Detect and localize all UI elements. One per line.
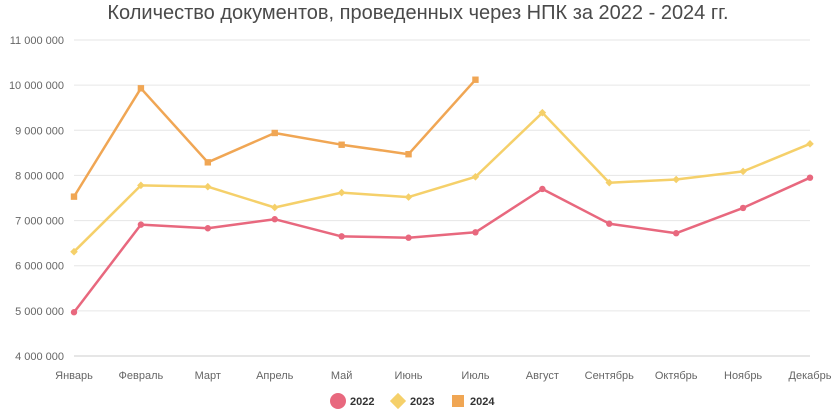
data-point[interactable] xyxy=(672,230,680,237)
x-tick-label: Ноябрь xyxy=(724,370,762,382)
data-point[interactable] xyxy=(271,216,278,223)
data-point[interactable] xyxy=(472,76,479,83)
legend-marker[interactable] xyxy=(389,392,407,410)
series-line xyxy=(72,78,477,198)
legend-item-2022[interactable]: 2022 xyxy=(330,393,374,409)
y-tick-label: 9 000 000 xyxy=(15,125,64,137)
legend-item-2024[interactable]: 2024 xyxy=(452,395,495,408)
x-tick-label: Август xyxy=(526,370,559,382)
data-point[interactable] xyxy=(137,181,145,190)
y-tick-label: 11 000 000 xyxy=(10,35,64,47)
data-point[interactable] xyxy=(806,140,814,148)
data-point[interactable] xyxy=(606,220,613,227)
data-point[interactable] xyxy=(672,175,680,184)
series-2024 xyxy=(70,76,479,200)
y-axis: 4 000 000 5 000 000 6 000 000 7 000 000 8 00… xyxy=(9,35,64,363)
y-tick-label: 10 000 000 xyxy=(9,80,64,92)
y-tick-label: 5 000 000 xyxy=(15,306,64,318)
data-point[interactable] xyxy=(539,185,546,193)
x-tick-label: Апрель xyxy=(256,370,294,382)
data-point[interactable] xyxy=(605,178,614,187)
data-point[interactable] xyxy=(271,129,278,137)
y-tick-label: 7 000 000 xyxy=(15,216,64,228)
chart-title: Количество документов, проведенных через… xyxy=(107,2,729,24)
legend-marker[interactable] xyxy=(452,395,464,407)
y-tick-label: 4 000 000 xyxy=(15,351,64,363)
data-point[interactable] xyxy=(137,221,145,228)
x-tick-label: Декабрь xyxy=(789,370,832,382)
data-point[interactable] xyxy=(70,247,78,256)
data-point[interactable] xyxy=(70,193,78,200)
legend-marker[interactable] xyxy=(330,393,346,409)
data-point[interactable] xyxy=(806,174,814,181)
data-point[interactable] xyxy=(338,233,345,240)
data-point[interactable] xyxy=(204,159,212,166)
x-tick-label: Январь xyxy=(55,370,93,382)
x-tick-label: Март xyxy=(195,370,221,382)
legend-label[interactable]: 2023 xyxy=(410,396,434,408)
data-point[interactable] xyxy=(538,108,547,117)
legend-label[interactable]: 2024 xyxy=(470,396,495,408)
x-tick-label: Сентябрь xyxy=(585,370,635,382)
data-point[interactable] xyxy=(405,234,412,241)
y-tick-label: 6 000 000 xyxy=(15,261,64,273)
x-tick-label: Май xyxy=(331,370,353,382)
data-point[interactable] xyxy=(338,141,345,148)
data-point[interactable] xyxy=(270,203,279,212)
x-axis: Январь Февраль Март Апрель Май Июнь Июль Август… xyxy=(55,370,832,382)
series-2023 xyxy=(70,108,814,256)
data-point[interactable] xyxy=(204,182,212,191)
data-point[interactable] xyxy=(404,193,413,201)
grid xyxy=(74,39,810,357)
series-2022 xyxy=(70,174,814,316)
data-point[interactable] xyxy=(204,225,212,232)
x-tick-label: Октябрь xyxy=(655,370,698,382)
y-tick-label: 8 000 000 xyxy=(15,170,64,182)
data-point[interactable] xyxy=(137,85,145,92)
legend-label[interactable]: 2022 xyxy=(350,396,374,408)
x-tick-label: Июль xyxy=(461,370,489,382)
series-line xyxy=(72,176,812,314)
legend: 2022 2023 2024 xyxy=(330,392,495,410)
data-point[interactable] xyxy=(471,172,480,181)
data-point[interactable] xyxy=(739,167,747,176)
data-point[interactable] xyxy=(70,309,78,316)
series-group xyxy=(70,76,814,316)
data-point[interactable] xyxy=(472,229,479,236)
x-tick-label: Февраль xyxy=(119,370,164,382)
legend-item-2023[interactable]: 2023 xyxy=(389,392,435,410)
x-tick-label: Июнь xyxy=(395,370,423,382)
data-point[interactable] xyxy=(739,204,747,212)
data-point[interactable] xyxy=(337,188,346,197)
data-point[interactable] xyxy=(405,151,412,158)
series-line xyxy=(72,111,812,253)
